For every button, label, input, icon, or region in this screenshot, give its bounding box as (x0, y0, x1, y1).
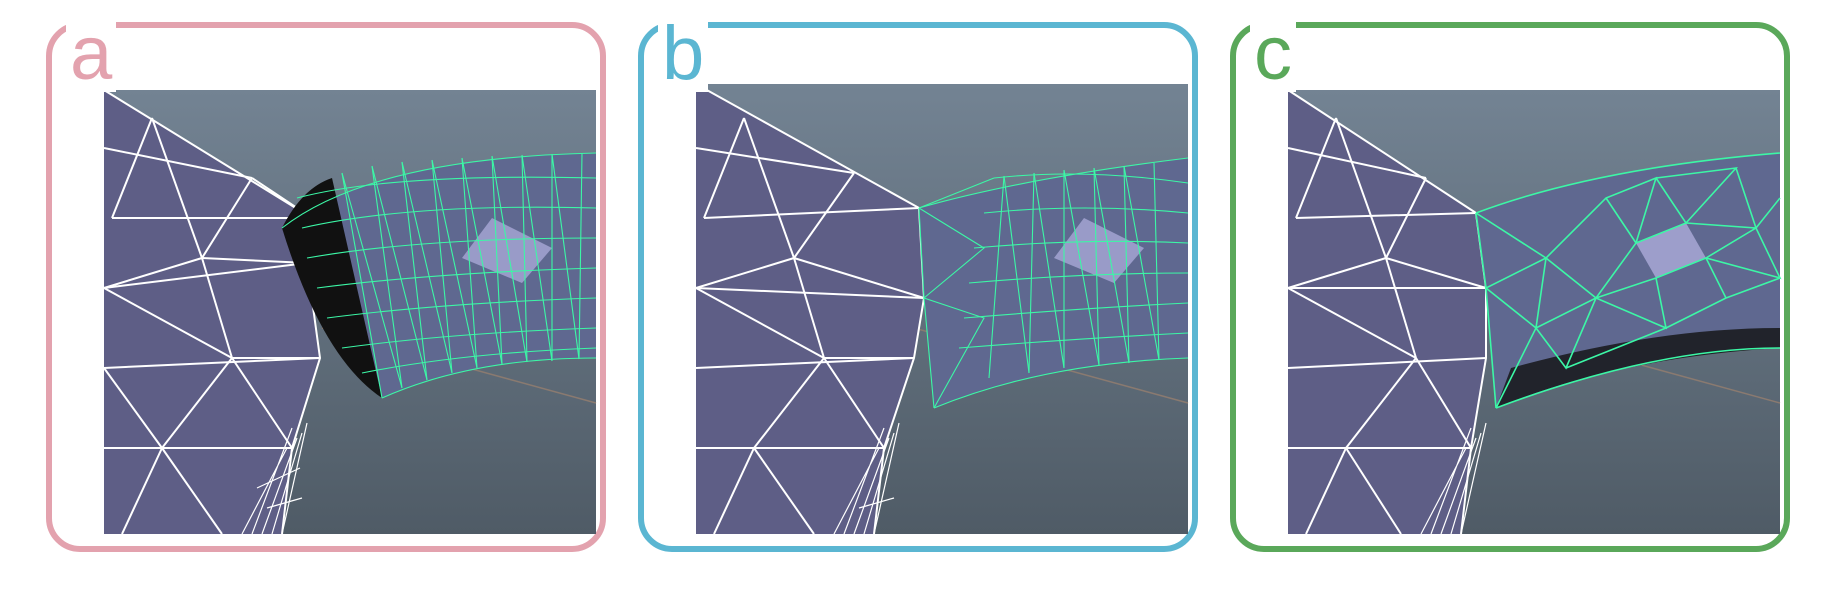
shadow-region (1496, 328, 1780, 408)
panel-b: b (638, 16, 1198, 552)
dense-white-wireframe (241, 422, 308, 535)
green-mesh-dense-end (282, 178, 382, 398)
panel-c-viewport (1287, 89, 1782, 535)
gray-mesh-wireframe (1287, 89, 1487, 535)
panel-c: c (1230, 16, 1790, 552)
highlighted-face (1054, 218, 1144, 283)
green-mesh-wireframe (1475, 152, 1782, 409)
gray-mesh (104, 90, 320, 534)
green-mesh-wireframe (918, 157, 1189, 409)
panel-a: a (46, 16, 606, 552)
green-mesh-wireframe (281, 152, 597, 399)
panel-label: a (66, 16, 117, 92)
panel-label: b (658, 16, 709, 92)
highlighted-face (462, 218, 552, 283)
gray-mesh-wireframe (103, 89, 322, 535)
gray-mesh-wireframe (695, 83, 926, 535)
dense-white-wireframe (1420, 422, 1487, 535)
gray-mesh (1288, 90, 1486, 534)
dense-white-wireframe (833, 422, 900, 535)
panel-b-viewport (695, 83, 1189, 535)
panel-a-viewport (103, 89, 597, 535)
panel-label: c (1250, 16, 1296, 92)
